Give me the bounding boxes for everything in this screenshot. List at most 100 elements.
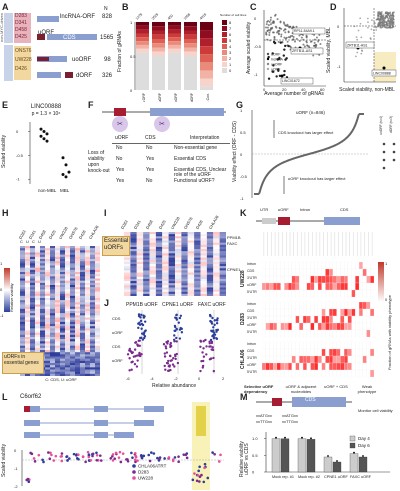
uorf-shape [37,34,45,40]
i-cell [155,283,163,286]
h-cell [60,311,65,314]
i-cell [136,272,144,275]
i-cell [168,257,175,260]
e-point [42,137,46,141]
h-cell [30,321,35,325]
e-point [39,134,43,138]
i-cell [181,281,188,284]
k-cell [262,301,266,310]
m-point [275,436,277,439]
i-cell [187,246,195,250]
k-cell [295,369,300,378]
k-cell [276,275,281,284]
i-cell [206,287,214,290]
i-cell [175,232,182,235]
b-bar-segment [200,38,213,47]
j-point [169,344,173,348]
h-cell [35,246,40,249]
g-side-point [382,150,386,154]
h-cell [65,306,70,310]
h-cell [95,293,100,297]
h-cell [70,246,75,249]
c-point [314,44,317,47]
i-cell [175,244,182,248]
b-legend-swatch [222,44,227,49]
d-point [391,12,394,15]
i-cell [213,259,220,263]
i-cell [194,236,201,239]
h-cell [50,276,55,279]
h-cell [95,282,100,286]
i-cell [213,255,220,258]
i-cell [143,283,150,286]
b-legend-label: 2 [229,56,232,61]
g-ranked-curve [254,113,364,195]
h-cell [60,345,65,349]
c-point [273,38,276,41]
k-cell [329,362,334,371]
h-cell [95,289,100,292]
h-cell [65,350,70,353]
h-cell [35,373,40,376]
b-bar-segment [184,30,197,35]
h-cell [70,326,75,329]
row-label-uoorf: uoORF [72,57,92,63]
k-cell [351,362,356,371]
i-cell [168,246,175,250]
k-cell [329,322,334,331]
k-cell [344,348,348,357]
h-cell [30,334,35,338]
j-point [211,316,214,320]
h-cell [65,317,70,320]
h-cell [40,265,45,268]
h-cell [55,282,60,286]
k-cell [347,315,352,324]
l-point [89,458,93,462]
i-cell [175,240,182,243]
j-point [202,355,206,358]
h-cell [80,254,85,258]
k-cell [276,369,281,378]
h-cell [20,282,25,286]
l-point [195,479,199,483]
h-cell [60,341,65,344]
k-cell [280,315,285,324]
h-cell [35,334,40,338]
h-cell [75,295,80,299]
i-cell [155,274,163,277]
h-cell [40,324,45,327]
j-point [168,364,171,367]
i-cell [143,270,150,273]
h-cell [70,347,75,351]
k-cell [280,308,285,317]
h-cell [75,274,80,277]
c-point [283,28,286,31]
i-cell [175,289,182,292]
h-cell [75,321,80,325]
k-cell [317,355,322,364]
i-cell [194,264,201,267]
f-cell-interp: Non-essential gene [174,145,218,151]
i-cell [149,278,156,282]
h-cell [45,254,50,258]
i-cell [213,289,220,292]
i-cell [155,253,163,256]
k-cell [262,322,266,331]
l-point [147,453,151,457]
k-cell [329,308,334,317]
j-point [137,339,140,342]
h-cell [55,324,60,327]
c-point [280,27,283,30]
e-title: LINC00888 [30,104,62,110]
b-bar-segment [136,44,149,49]
b-bar-segment [136,41,149,45]
h-cell [95,345,100,349]
i-cell [187,285,195,288]
i-cell [206,266,214,269]
j-point [209,319,212,323]
k-cell [347,268,352,277]
h-cell [45,269,50,273]
k-cell [366,308,371,317]
h-cell [80,373,85,376]
